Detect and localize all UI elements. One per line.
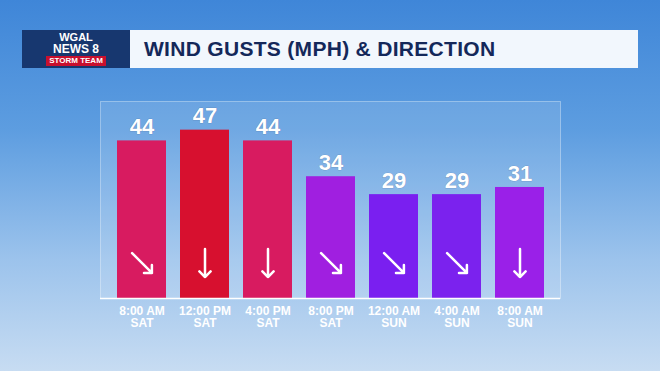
svg-text:44: 44 (256, 114, 281, 139)
svg-text:44: 44 (130, 114, 155, 139)
html-text:NEWS 8: NEWS 8 (53, 42, 99, 56)
html-text:WIND GUSTS (MPH) & DIRECTION: WIND GUSTS (MPH) & DIRECTION (144, 37, 496, 60)
svg-text:8:00 AMSUN: 8:00 AMSUN (497, 304, 543, 330)
html-text:STORM TEAM: STORM TEAM (49, 56, 103, 65)
svg-text:29: 29 (382, 168, 406, 193)
html-text:WGAL: WGAL (59, 31, 93, 43)
svg-text:4:00 PMSAT: 4:00 PMSAT (245, 304, 290, 330)
svg-text:12:00 PMSAT: 12:00 PMSAT (179, 304, 231, 330)
svg-text:12:00 AMSUN: 12:00 AMSUN (368, 304, 420, 330)
svg-text:4:00 AMSUN: 4:00 AMSUN (434, 304, 480, 330)
svg-text:47: 47 (193, 103, 217, 128)
svg-text:8:00 PMSAT: 8:00 PMSAT (308, 304, 353, 330)
svg-text:34: 34 (319, 150, 344, 175)
svg-text:31: 31 (508, 161, 532, 186)
svg-text:29: 29 (445, 168, 469, 193)
svg-text:8:00 AMSAT: 8:00 AMSAT (119, 304, 165, 330)
